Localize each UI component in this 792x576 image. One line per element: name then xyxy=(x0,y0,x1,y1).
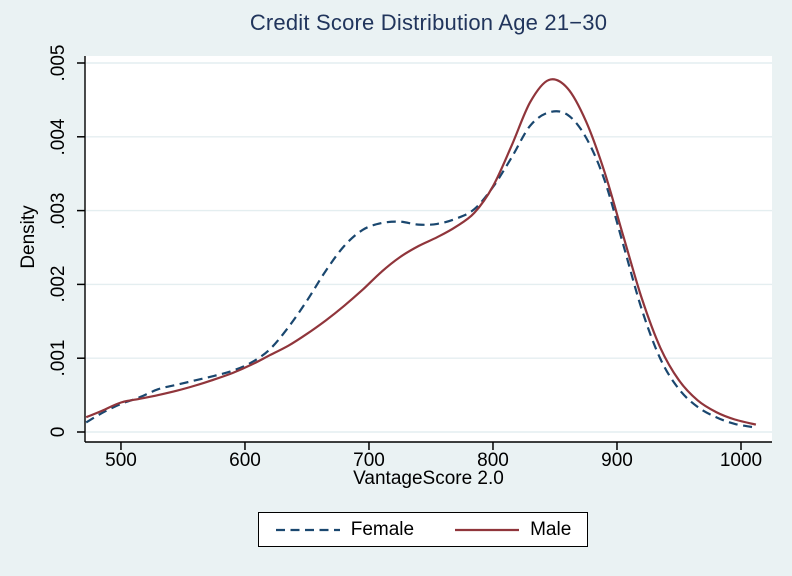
plot-background xyxy=(85,56,772,442)
x-tick-label: 500 xyxy=(105,450,137,471)
legend: Female Male xyxy=(258,512,588,547)
y-tick-label: .001 xyxy=(48,339,69,377)
y-axis-title: Density xyxy=(18,205,39,269)
legend-label-female: Female xyxy=(350,519,415,540)
male-solid-line-icon xyxy=(455,528,520,531)
chart-title: Credit Score Distribution Age 21−30 xyxy=(249,10,608,35)
x-tick-label: 600 xyxy=(229,450,261,471)
legend-label-male: Male xyxy=(530,519,572,540)
x-tick-label: 800 xyxy=(477,450,509,471)
x-axis-title: VantageScore 2.0 xyxy=(353,468,504,489)
legend-item-female: Female xyxy=(275,520,414,539)
x-tick-label: 1000 xyxy=(719,450,763,471)
y-tick-label: 0 xyxy=(48,426,69,438)
y-tick-label: .003 xyxy=(48,192,69,230)
y-tick-label: .005 xyxy=(48,44,69,82)
legend-item-male: Male xyxy=(454,520,571,539)
y-tick-label: .002 xyxy=(48,265,69,303)
x-tick-label: 700 xyxy=(353,450,385,471)
female-dashed-line-icon xyxy=(275,528,340,531)
y-tick-label: .004 xyxy=(48,118,69,156)
female-curve xyxy=(85,110,757,429)
male-curve xyxy=(85,78,757,426)
x-tick-label: 900 xyxy=(601,450,633,471)
